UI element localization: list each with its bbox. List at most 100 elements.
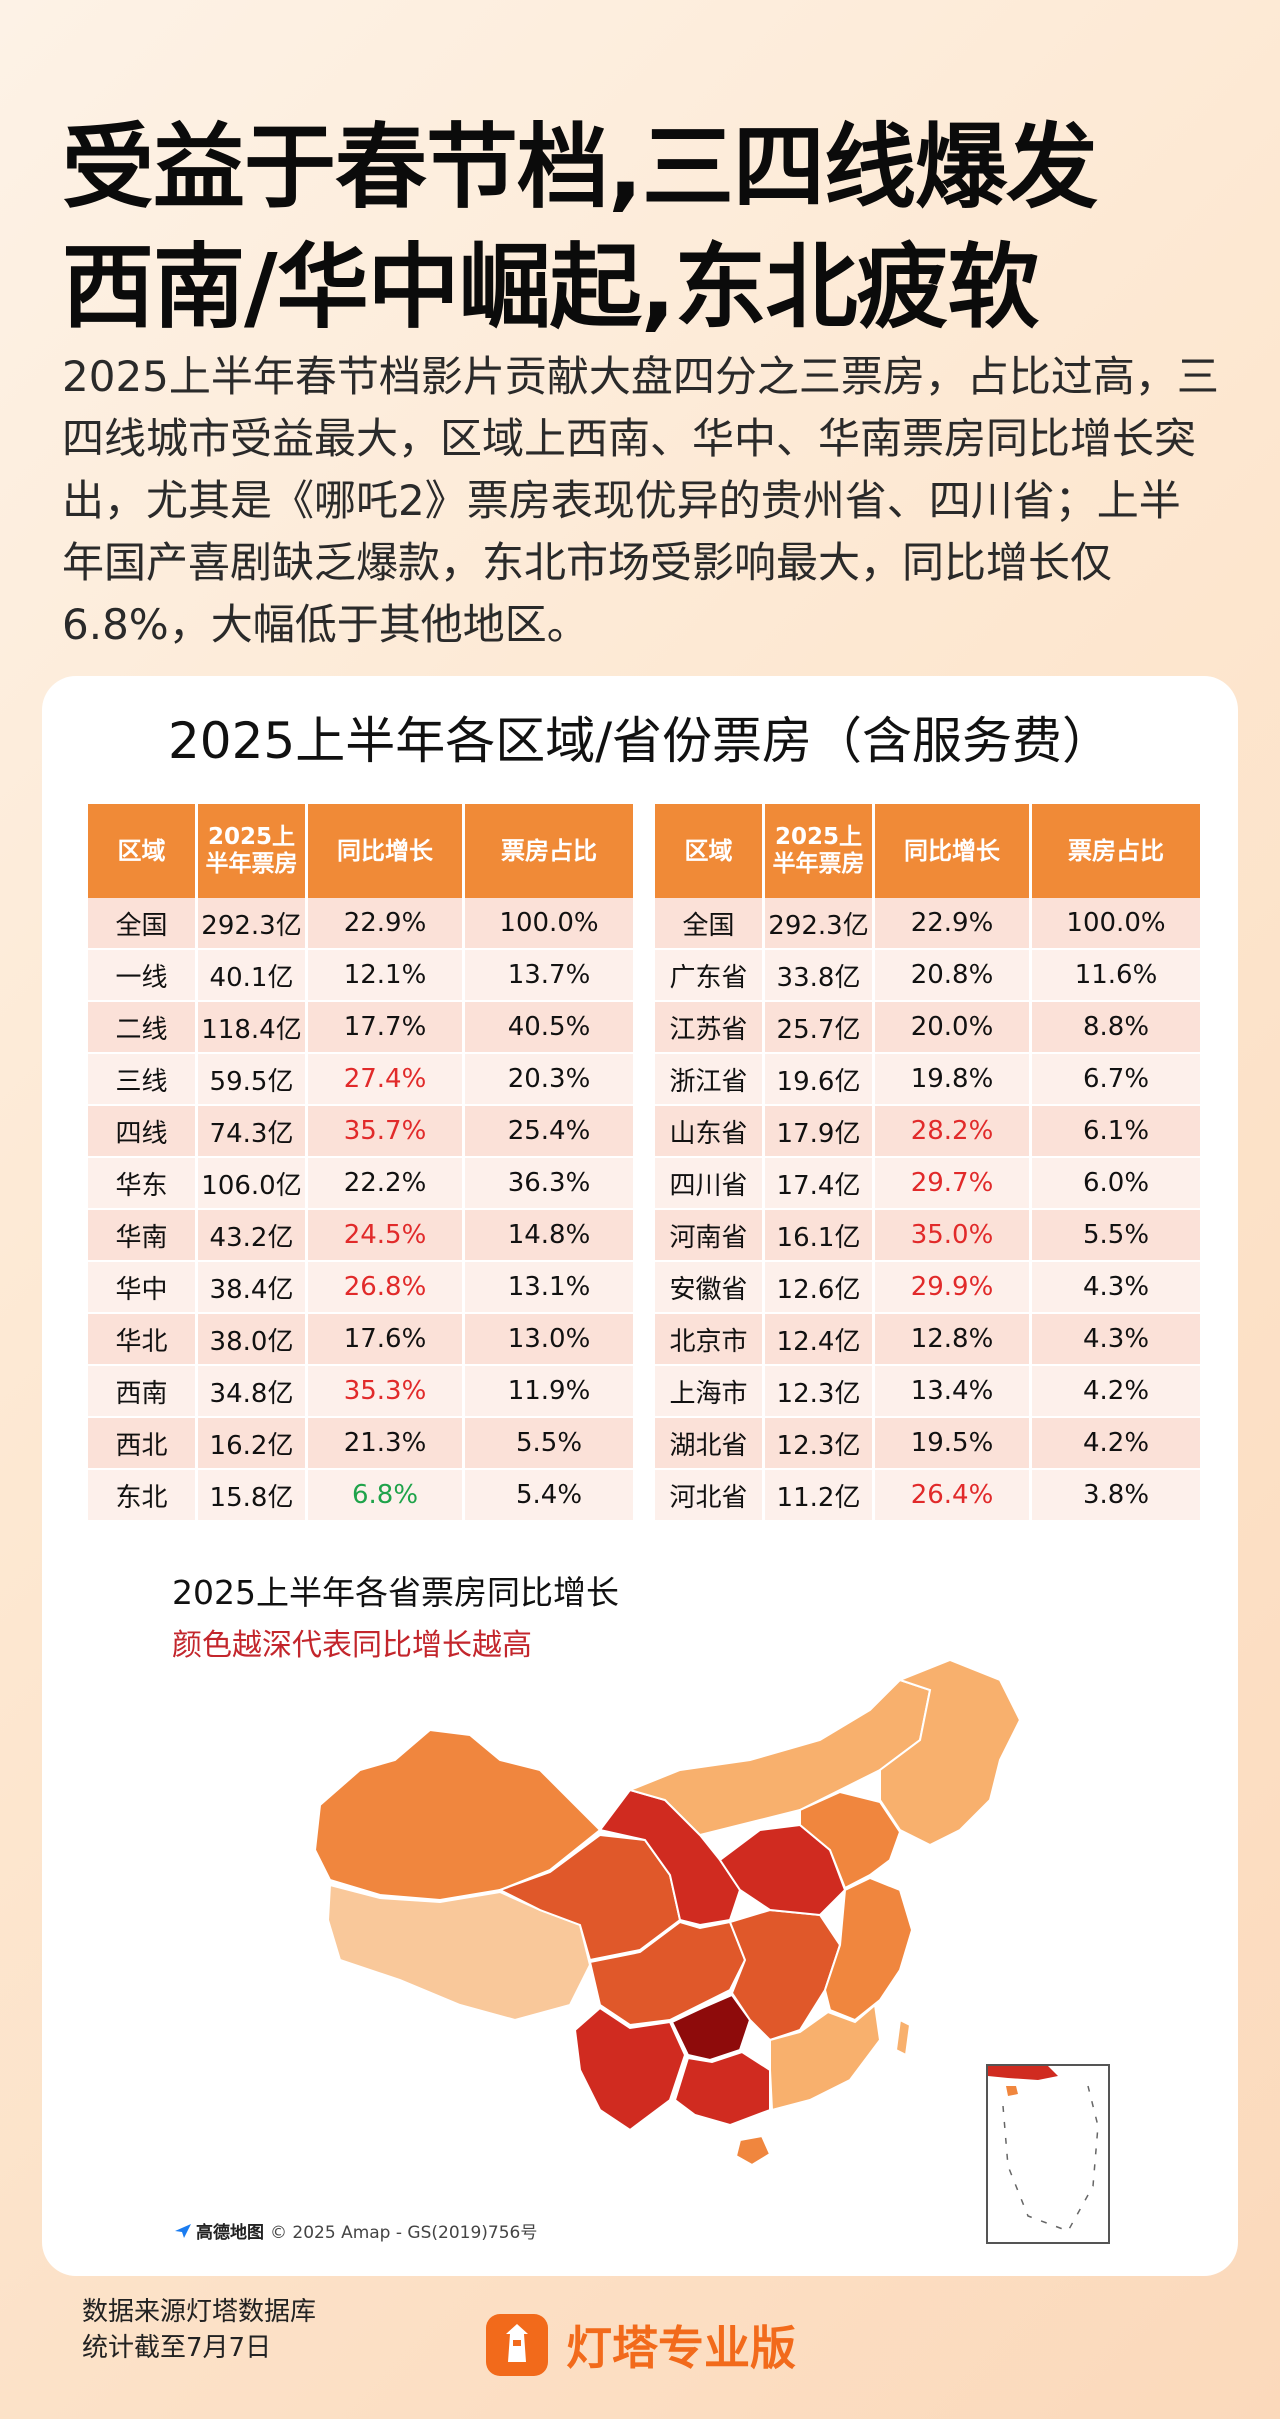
cell-yoy: 17.6% [308,1314,465,1366]
cell-yoy: 19.5% [875,1418,1032,1470]
data-source-line-1: 数据来源灯塔数据库 [82,2297,317,2327]
table-row: 华中 38.4亿 26.8% 13.1% [88,1262,636,1314]
table-row: 东北 15.8亿 6.8% 5.4% [88,1470,636,1522]
table-row: 全国 292.3亿 22.9% 100.0% [655,898,1203,950]
cell-region: 河北省 [655,1470,765,1522]
table-row: 三线 59.5亿 27.4% 20.3% [88,1054,636,1106]
table-row: 四线 74.3亿 35.7% 25.4% [88,1106,636,1158]
cell-box-office: 25.7亿 [765,1002,875,1054]
cell-share: 40.5% [465,1002,636,1054]
cell-region: 四川省 [655,1158,765,1210]
cell-share: 25.4% [465,1106,636,1158]
cell-share: 11.6% [1032,950,1203,1002]
region-southeast [769,2003,882,2112]
cell-region: 全国 [655,898,765,950]
table-row: 北京市 12.4亿 12.8% 4.3% [655,1314,1203,1366]
headline-line-2: 西南/华中崛起,东北疲软 [62,234,1040,341]
brand-logo: 灯塔专业版 [486,2312,796,2378]
header-region: 区域 [655,804,765,898]
cell-region: 全国 [88,898,198,950]
brand-name: 灯塔专业版 [566,2321,796,2375]
cell-yoy: 12.1% [308,950,465,1002]
table-row: 上海市 12.3亿 13.4% 4.2% [655,1366,1203,1418]
region-sichuan [588,1920,747,2027]
province-table: 区域 2025上半年票房 同比增长 票房占比 全国 292.3亿 22.9% 100.… [655,804,1203,1522]
cell-box-office: 43.2亿 [198,1210,308,1262]
cell-box-office: 12.3亿 [765,1418,875,1470]
cell-region: 东北 [88,1470,198,1522]
cell-share: 11.9% [465,1366,636,1418]
province-table-body: 全国 292.3亿 22.9% 100.0% 广东省 33.8亿 20.8% 11.6% 江苏省… [655,898,1203,1522]
cell-yoy: 20.0% [875,1002,1032,1054]
cell-region: 二线 [88,1002,198,1054]
cell-region: 江苏省 [655,1002,765,1054]
cell-yoy: 24.5% [308,1210,465,1262]
china-choropleth-map [313,1660,1022,2167]
cell-share: 6.0% [1032,1158,1203,1210]
headline: 受益于春节档,三四线爆发 西南/华中崛起,东北疲软 [62,108,1222,348]
cell-box-office: 16.2亿 [198,1418,308,1470]
cell-box-office: 74.3亿 [198,1106,308,1158]
amap-logo: 高德地图 [174,2218,264,2243]
region-east-coast [823,1876,914,2022]
table-row: 全国 292.3亿 22.9% 100.0% [88,898,636,950]
cell-box-office: 38.4亿 [198,1262,308,1314]
cell-yoy: 17.7% [308,1002,465,1054]
cell-region: 湖北省 [655,1418,765,1470]
region-table-body: 全国 292.3亿 22.9% 100.0% 一线 40.1亿 12.1% 13.7% 二线 11… [88,898,636,1522]
cell-region: 四线 [88,1106,198,1158]
cell-share: 13.1% [465,1262,636,1314]
table-row: 浙江省 19.6亿 19.8% 6.7% [655,1054,1203,1106]
cell-box-office: 292.3亿 [198,898,308,950]
inset-map [988,2066,1099,2232]
cell-yoy: 12.8% [875,1314,1032,1366]
table-row: 华北 38.0亿 17.6% 13.0% [88,1314,636,1366]
cell-box-office: 16.1亿 [765,1210,875,1262]
cell-yoy: 35.3% [308,1366,465,1418]
cell-yoy: 21.3% [308,1418,465,1470]
table-row: 湖北省 12.3亿 19.5% 4.2% [655,1418,1203,1470]
cell-box-office: 15.8亿 [198,1470,308,1522]
cell-yoy: 22.9% [875,898,1032,950]
cell-yoy: 6.8% [308,1470,465,1522]
cell-yoy: 19.8% [875,1054,1032,1106]
cell-share: 4.3% [1032,1262,1203,1314]
cell-box-office: 17.4亿 [765,1158,875,1210]
header-share: 票房占比 [1032,804,1203,898]
cell-share: 8.8% [1032,1002,1203,1054]
region-hainan [734,2134,772,2167]
cell-box-office: 59.5亿 [198,1054,308,1106]
data-source-line-2: 统计截至7月7日 [82,2333,272,2363]
cell-box-office: 40.1亿 [198,950,308,1002]
cell-share: 13.7% [465,950,636,1002]
map-attribution: 高德地图 © 2025 Amap - GS(2019)756号 [174,2218,537,2243]
cell-box-office: 38.0亿 [198,1314,308,1366]
cell-box-office: 118.4亿 [198,1002,308,1054]
map-title: 2025上半年各省票房同比增长 [172,1573,619,1612]
cell-share: 20.3% [465,1054,636,1106]
table-row: 二线 118.4亿 17.7% 40.5% [88,1002,636,1054]
cell-box-office: 12.6亿 [765,1262,875,1314]
region-north-china [799,1790,902,1890]
cell-region: 三线 [88,1054,198,1106]
inset-hainan [1006,2086,1018,2096]
table-row: 山东省 17.9亿 28.2% 6.1% [655,1106,1203,1158]
table-row: 华南 43.2亿 24.5% 14.8% [88,1210,636,1262]
amap-brand: 高德地图 [196,2223,264,2243]
table-row: 一线 40.1亿 12.1% 13.7% [88,950,636,1002]
cell-region: 安徽省 [655,1262,765,1314]
cell-region: 上海市 [655,1366,765,1418]
cell-box-office: 292.3亿 [765,898,875,950]
cell-yoy: 28.2% [875,1106,1032,1158]
cell-share: 36.3% [465,1158,636,1210]
cell-region: 西南 [88,1366,198,1418]
cell-region: 华中 [88,1262,198,1314]
table-row: 四川省 17.4亿 29.7% 6.0% [655,1158,1203,1210]
table-row: 西北 16.2亿 21.3% 5.5% [88,1418,636,1470]
cell-share: 6.1% [1032,1106,1203,1158]
region-table: 区域 2025上半年票房 同比增长 票房占比 全国 292.3亿 22.9% 100.… [88,804,636,1522]
cell-box-office: 12.4亿 [765,1314,875,1366]
intro-paragraph: 2025上半年春节档影片贡献大盘四分之三票房，占比过高，三四线城市受益最大，区域… [62,352,1219,649]
cell-box-office: 33.8亿 [765,950,875,1002]
data-source: 数据来源灯塔数据库 统计截至7月7日 [82,2294,316,2366]
